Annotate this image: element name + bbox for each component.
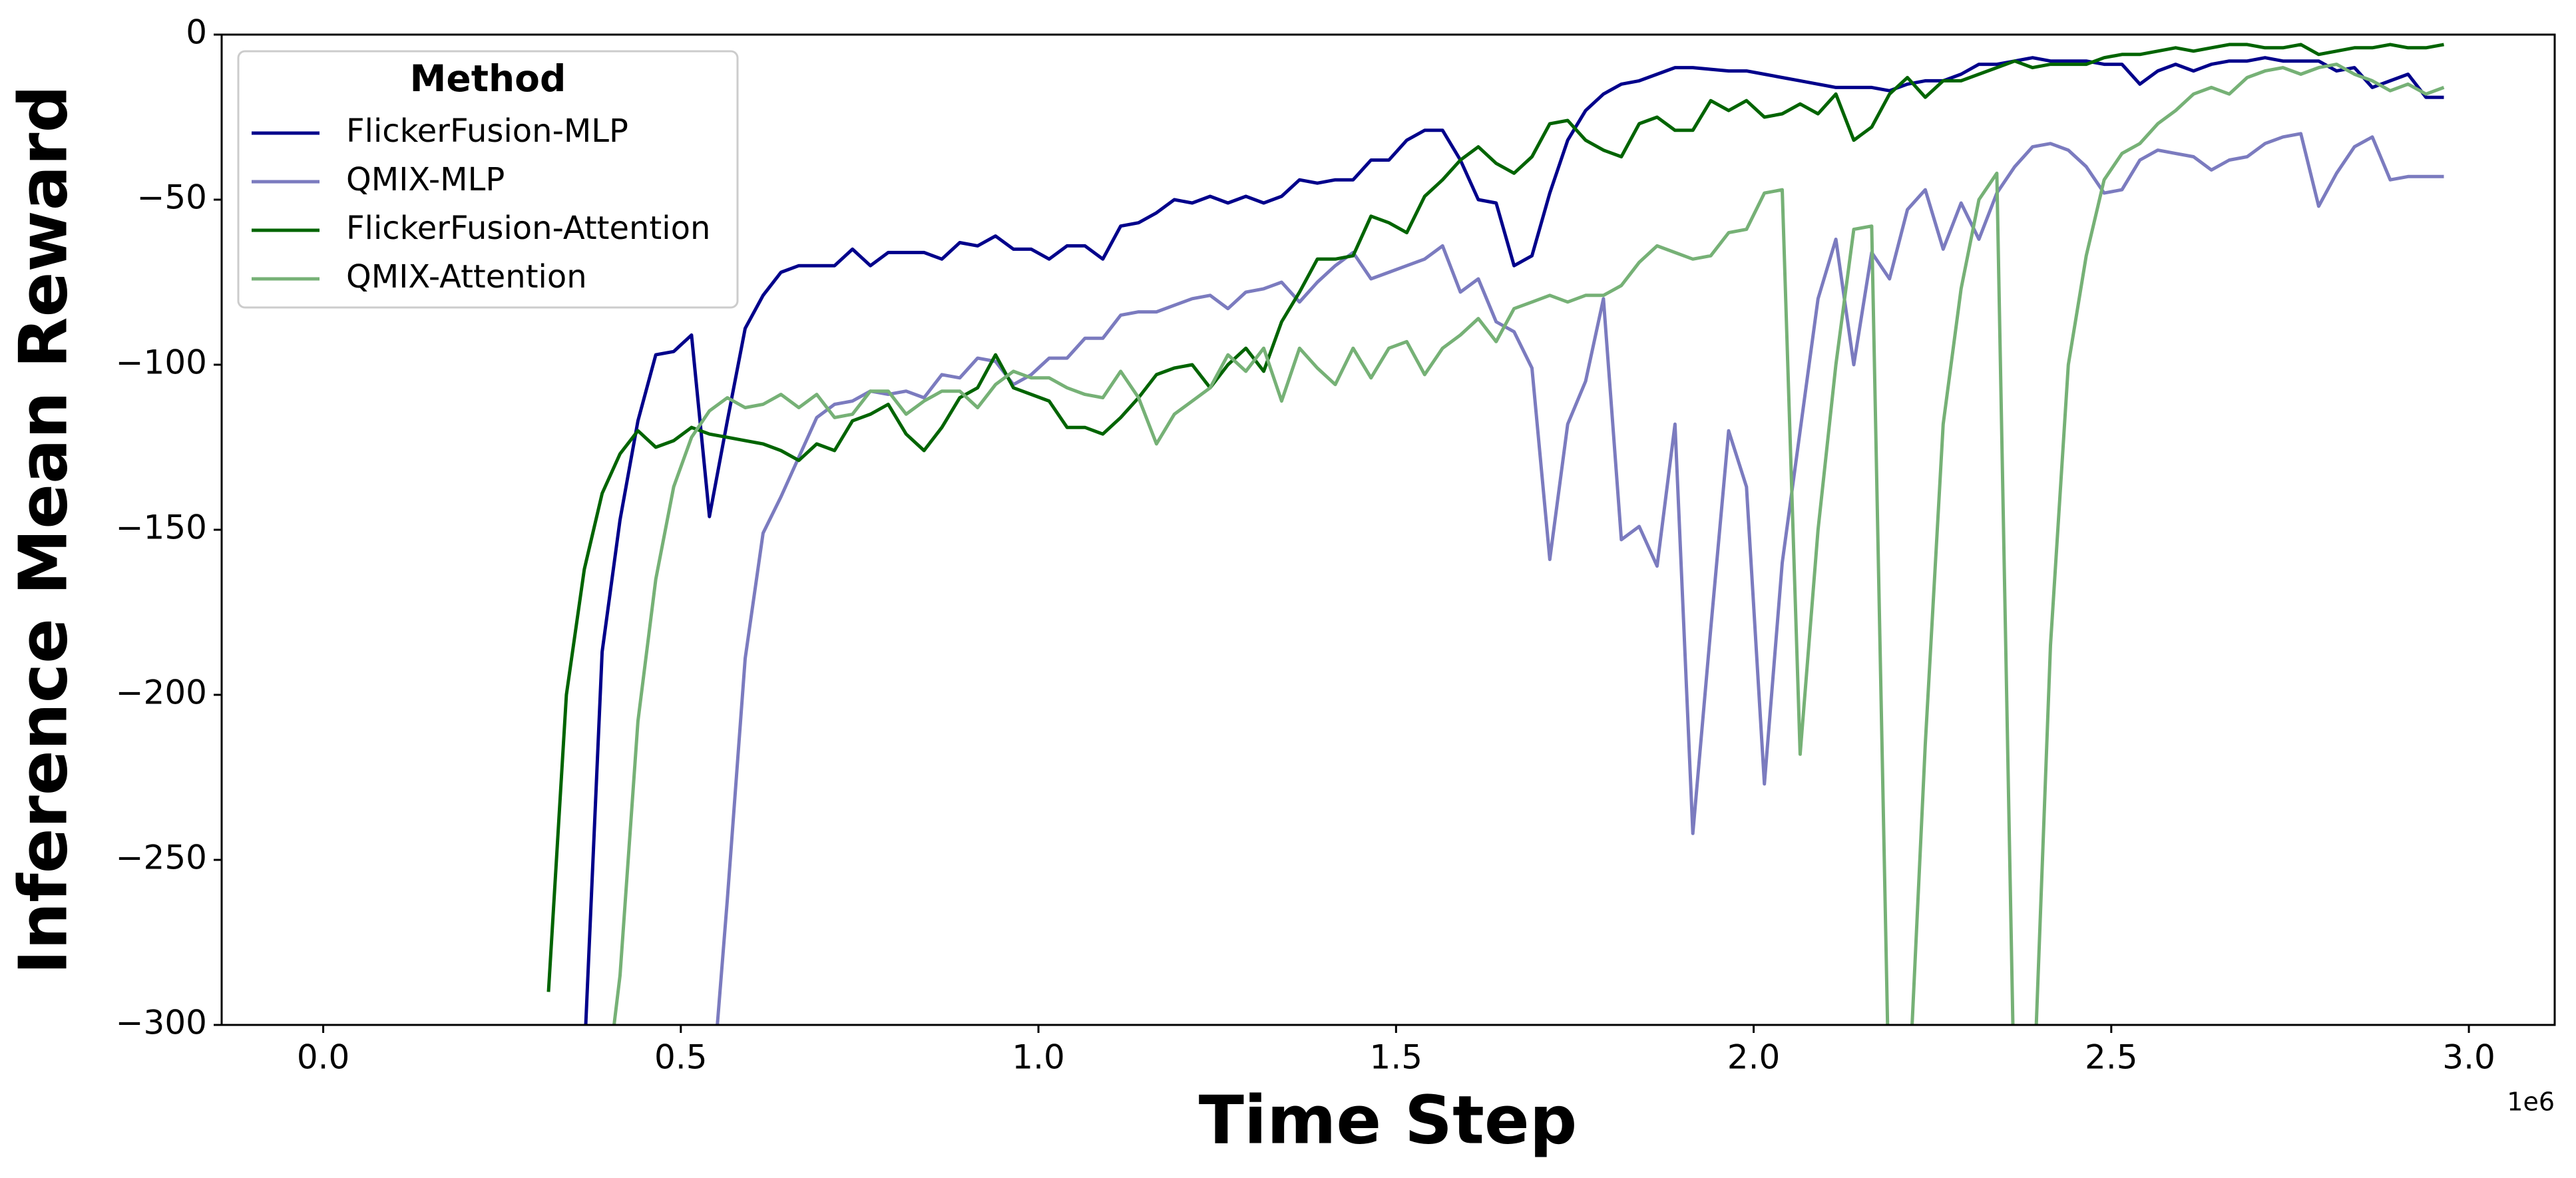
y-axis-title: Inference Mean Reward [4, 85, 82, 974]
y-tick-label: 0 [186, 13, 207, 52]
legend-label: QMIX-MLP [346, 161, 505, 198]
x-axis-title: Time Step [1199, 1081, 1578, 1159]
series-line [716, 132, 2444, 1025]
x-tick-label: 0.5 [654, 1038, 708, 1077]
plot-lines [546, 43, 2445, 1025]
y-tick-label: −150 [116, 508, 207, 547]
legend-title: Method [410, 57, 566, 100]
legend-box [237, 50, 739, 309]
series-line [546, 43, 2444, 992]
x-offset-label: 1e6 [2507, 1087, 2555, 1117]
legend-label: FlickerFusion-Attention [346, 210, 710, 247]
x-tick-label: 3.0 [2442, 1038, 2495, 1077]
y-tick-label: −200 [116, 674, 207, 712]
x-tick-label: 2.0 [1727, 1038, 1781, 1077]
x-tick-label: 0.0 [297, 1038, 350, 1077]
x-tick-label: 1.5 [1370, 1038, 1423, 1077]
series-line [612, 63, 2445, 1025]
x-tick-label: 2.5 [2085, 1038, 2138, 1077]
y-tick-label: −250 [116, 839, 207, 877]
legend-label: QMIX-Attention [346, 258, 587, 295]
y-tick-label: −300 [116, 1004, 207, 1042]
series-line [584, 56, 2444, 1025]
y-tick-label: −100 [116, 343, 207, 382]
y-tick-label: −50 [136, 178, 207, 217]
x-tick-label: 1.0 [1012, 1038, 1065, 1077]
legend-label: FlickerFusion-MLP [346, 112, 628, 150]
